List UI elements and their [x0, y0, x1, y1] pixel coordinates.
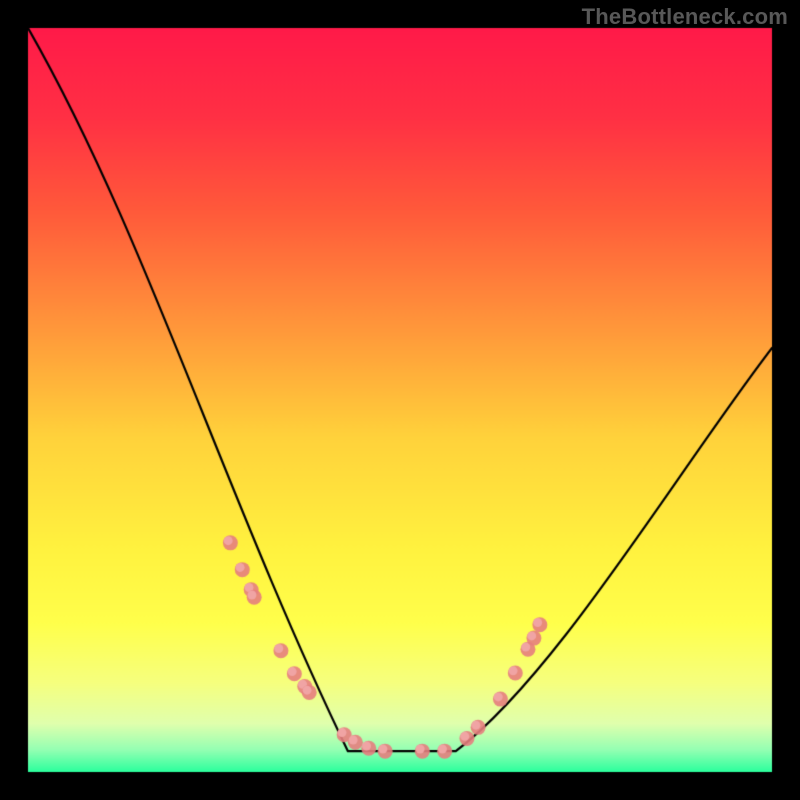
watermark-text: TheBottleneck.com: [582, 4, 788, 30]
bottleneck-curve-chart: [0, 0, 800, 800]
